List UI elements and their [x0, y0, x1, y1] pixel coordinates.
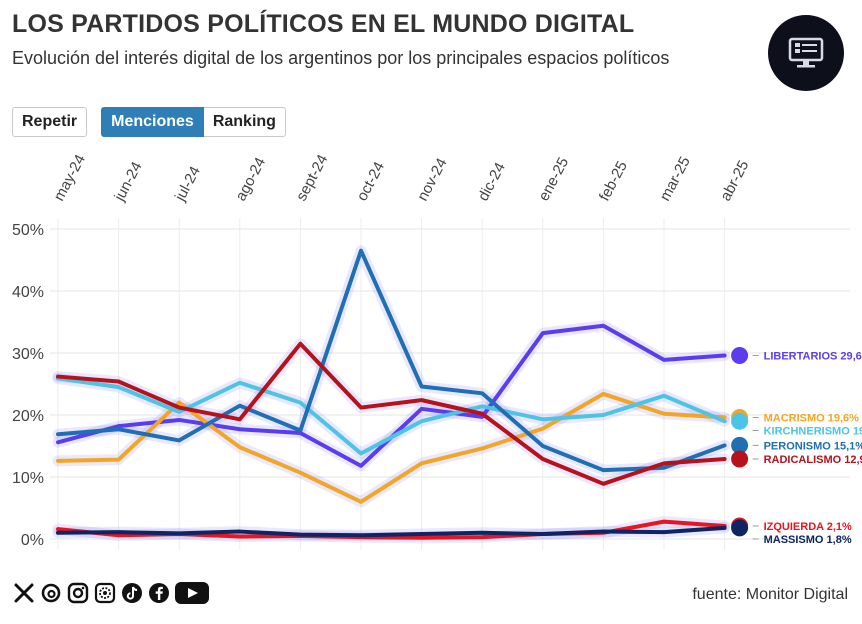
end-label-izquierda: IZQUIERDA 2,1% — [764, 521, 852, 533]
y-tick-label: 0% — [21, 532, 44, 549]
x-tick-label: sept-24 — [293, 152, 332, 204]
threads-icon[interactable] — [39, 580, 63, 606]
x-tick-label: may-24 — [51, 152, 89, 204]
facebook-icon[interactable] — [147, 580, 171, 606]
end-point-kirchnerismo — [731, 412, 749, 430]
y-tick-label: 10% — [12, 470, 44, 487]
x-tick-label: ene-25 — [535, 155, 572, 204]
series-line-kirchnerismo — [56, 376, 727, 456]
source-note: fuente: Monitor Digital — [692, 586, 848, 603]
social-icons — [12, 580, 210, 606]
series-line-radicalismo — [56, 341, 727, 486]
line-chart: 0% 10% 20% 30% 40% 50% may-24 jun-24 jul-24 ago-2… — [12, 152, 862, 550]
instagram-icon[interactable] — [66, 580, 90, 606]
series-line-massismo — [56, 525, 727, 538]
page-title: LOS PARTIDOS POLÍTICOS EN EL MUNDO DIGIT… — [12, 10, 635, 38]
end-point-massismo — [731, 519, 749, 537]
x-tick-label: oct-24 — [354, 159, 389, 204]
y-tick-label: 40% — [12, 284, 44, 301]
controls: Repetir Menciones Ranking — [12, 107, 286, 137]
ig-stories-icon[interactable] — [93, 580, 117, 606]
page-subtitle: Evolución del interés digital de los arg… — [12, 48, 670, 68]
youtube-icon[interactable] — [174, 580, 210, 606]
ranking-button[interactable]: Ranking — [203, 107, 286, 137]
replay-button[interactable]: Repetir — [12, 107, 88, 137]
monitor-logo-icon — [768, 15, 844, 91]
end-label-macrismo: MACRISMO 19,6% — [764, 412, 860, 424]
x-tick-label: nov-24 — [414, 155, 451, 203]
mentions-button[interactable]: Menciones — [101, 107, 204, 137]
end-point-libertarios — [731, 346, 749, 364]
x-tick-label: abr-25 — [717, 158, 752, 204]
end-point-peronismo — [731, 436, 749, 454]
x-tick-label: jun-24 — [111, 159, 146, 205]
x-tick-label: dic-24 — [475, 160, 509, 204]
y-tick-label: 50% — [12, 222, 44, 239]
series-line-peronismo — [56, 248, 727, 473]
x-icon[interactable] — [12, 580, 36, 606]
x-tick-label: jul-24 — [171, 164, 204, 205]
end-label-peronismo: PERONISMO 15,1% — [764, 440, 862, 452]
x-tick-label: mar-25 — [657, 154, 694, 204]
x-tick-label: ago-24 — [232, 155, 269, 204]
y-tick-label: 30% — [12, 346, 44, 363]
series-line-macrismo — [56, 391, 727, 504]
end-label-kirchnerismo: KIRCHNERISMO 19% — [764, 425, 862, 437]
end-label-massismo: MASSISMO 1,8% — [764, 534, 852, 546]
tiktok-icon[interactable] — [120, 580, 144, 606]
end-point-radicalismo — [731, 450, 749, 468]
y-tick-label: 20% — [12, 408, 44, 425]
x-tick-label: feb-25 — [596, 158, 631, 204]
end-label-radicalismo: RADICALISMO 12,9% — [764, 454, 862, 466]
end-label-libertarios: LIBERTARIOS 29,6% — [764, 350, 862, 362]
view-toggle: Menciones Ranking — [101, 107, 286, 137]
